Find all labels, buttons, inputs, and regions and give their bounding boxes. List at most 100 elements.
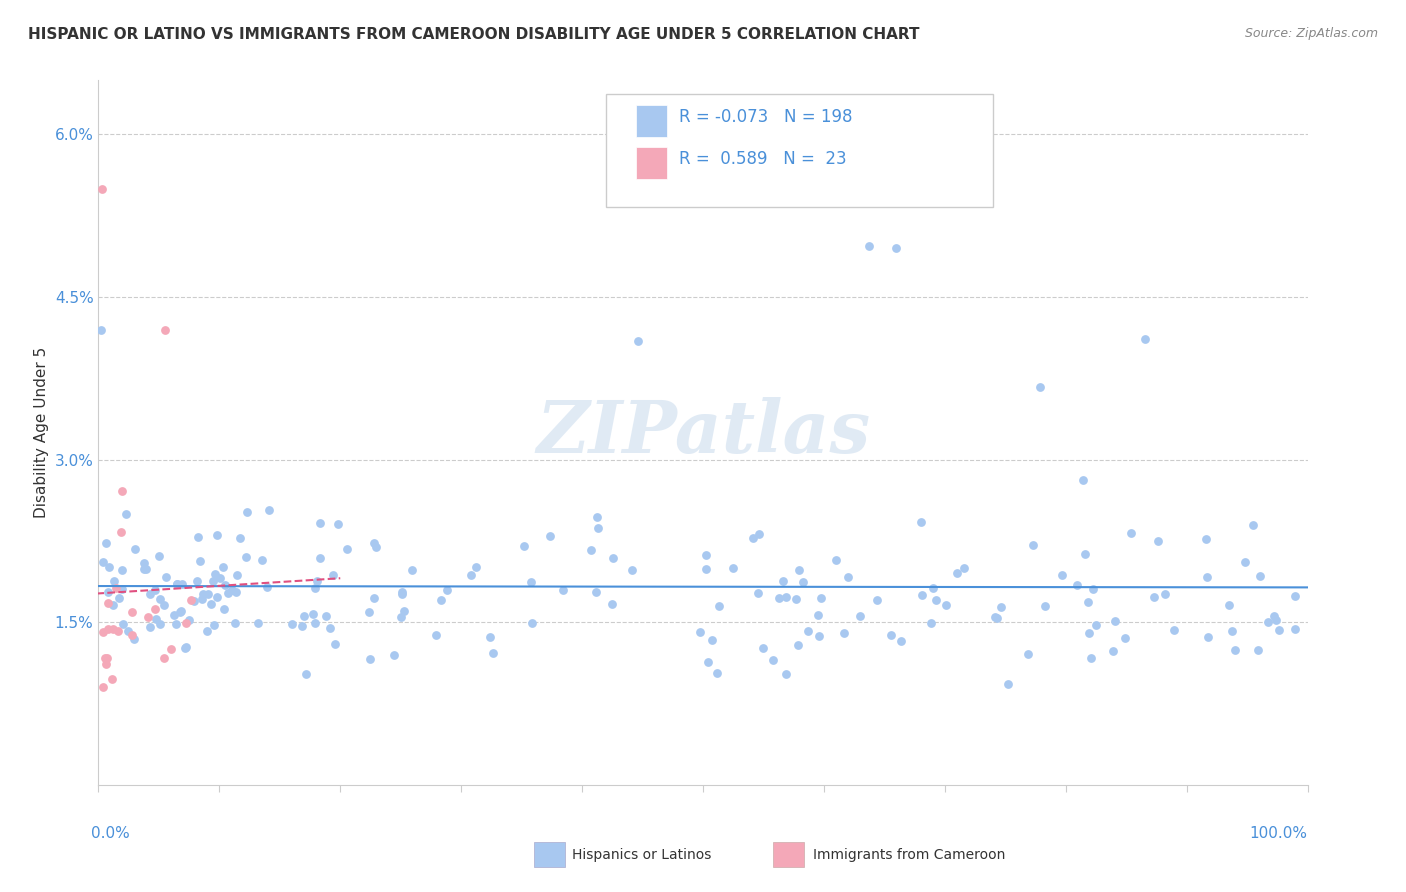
Point [602,551,624,566]
Point [97,596,120,610]
Point [207,528,229,542]
Point [1241,518,1264,533]
Point [186,574,208,589]
Point [153,651,176,665]
Point [997,677,1019,691]
Point [229,532,252,546]
Point [225,585,247,599]
Point [363,591,385,606]
Point [315,608,337,623]
Point [520,615,543,630]
Text: R =  0.589   N =  23: R = 0.589 N = 23 [679,150,846,169]
Point [787,638,810,652]
Point [191,587,214,601]
Point [149,617,172,632]
Point [482,646,505,660]
Point [984,609,1007,624]
Point [172,577,194,591]
Point [135,562,157,576]
Point [553,583,575,598]
Point [166,577,188,591]
Point [762,653,785,667]
Point [1104,615,1126,629]
Point [520,574,543,589]
Text: Source: ZipAtlas.com: Source: ZipAtlas.com [1244,27,1378,40]
Point [389,609,412,624]
Point [1234,555,1257,569]
Point [148,549,170,563]
Point [394,604,416,618]
Point [101,622,124,636]
Point [866,593,889,607]
Point [1143,591,1166,605]
Point [208,571,231,585]
Point [115,507,138,521]
Point [849,609,872,624]
Text: HISPANIC OR LATINO VS IMMIGRANTS FROM CAMEROON DISABILITY AGE UNDER 5 CORRELATIO: HISPANIC OR LATINO VS IMMIGRANTS FROM CA… [28,27,920,42]
Point [143,602,166,616]
Point [217,586,239,600]
Point [169,606,191,620]
Point [752,640,775,655]
Point [747,526,769,541]
Point [165,617,187,632]
Point [465,560,488,574]
FancyBboxPatch shape [637,147,666,179]
Point [195,624,218,639]
Point [1052,567,1074,582]
Point [792,574,814,589]
Point [280,617,302,632]
Point [322,568,344,582]
Point [880,628,903,642]
Point [1220,624,1243,638]
Point [101,598,124,612]
Point [214,578,236,592]
Point [236,505,259,519]
Text: Immigrants from Cameroon: Immigrants from Cameroon [813,847,1005,862]
Point [207,591,229,605]
Point [188,554,211,568]
Point [302,607,325,621]
Point [166,577,188,591]
Point [1080,650,1102,665]
Point [1263,609,1285,624]
Point [1284,622,1306,636]
Point [259,503,281,517]
Point [695,548,717,562]
Point [697,655,720,669]
Point [224,615,246,630]
Point [91,680,114,694]
Point [986,611,1008,625]
Point [797,624,820,639]
Point [707,599,730,613]
Point [107,591,129,605]
Point [110,524,132,539]
Point [747,585,769,599]
Point [145,612,167,626]
Point [93,555,115,569]
Point [138,586,160,600]
Point [212,601,235,615]
Point [401,564,423,578]
Point [104,581,127,595]
Point [111,617,134,632]
Point [382,648,405,662]
Point [620,564,643,578]
Point [202,617,225,632]
Point [425,628,447,642]
Point [391,587,413,601]
Point [627,334,650,348]
Point [138,620,160,634]
Y-axis label: Disability Age Under 5: Disability Age Under 5 [34,347,49,518]
Point [478,630,501,644]
Point [336,542,359,557]
Point [1146,533,1168,548]
FancyBboxPatch shape [606,95,993,207]
Point [538,529,561,543]
Point [695,562,717,576]
Point [391,585,413,599]
Point [163,607,186,622]
Point [837,570,859,584]
Point [177,614,200,628]
Point [890,634,912,648]
